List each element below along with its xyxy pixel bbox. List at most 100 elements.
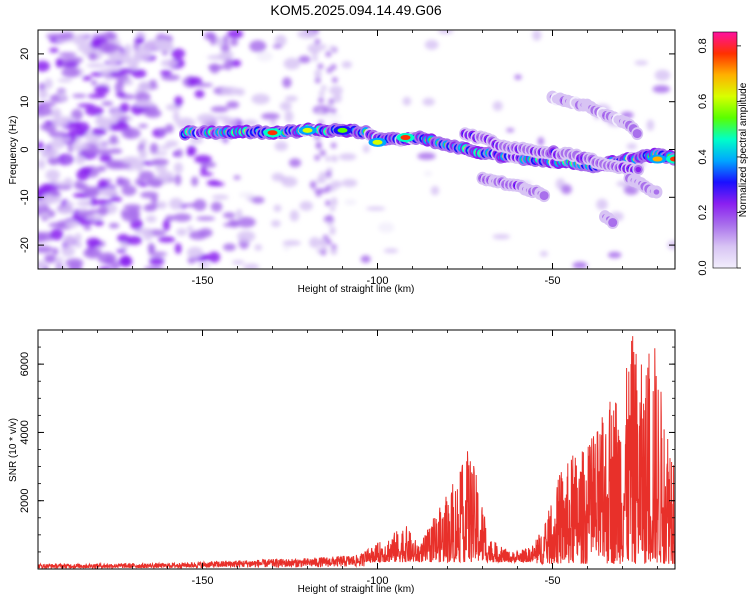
spectrogram-y-label: Frequency (Hz) (8, 116, 19, 185)
heatmap-cell (101, 101, 114, 106)
heatmap-cell (331, 155, 338, 162)
heatmap-cell (86, 214, 104, 221)
heatmap-cell (66, 220, 79, 228)
heatmap-cell (191, 176, 199, 187)
heatmap-cell (273, 204, 282, 212)
heatmap-cell (107, 59, 118, 65)
heatmap-cell (607, 251, 622, 259)
heatmap-cell (120, 255, 132, 267)
heatmap-cell (135, 161, 144, 173)
heatmap-cell (160, 70, 172, 76)
heatmap-cell (105, 160, 122, 169)
heatmap-cell (196, 113, 217, 124)
heatmap-cell (325, 155, 332, 162)
heatmap-cell (327, 220, 334, 227)
heatmap-cell (83, 247, 102, 259)
heatmap-peak (267, 130, 278, 136)
heatmap-cell (187, 225, 194, 232)
heatmap-cell (402, 96, 412, 106)
snr-ticks: -150 -100 -50 2000 4000 6000 (19, 330, 675, 587)
heatmap-cell (134, 32, 147, 38)
heatmap-cell (274, 34, 287, 47)
heatmap-cell (119, 102, 130, 113)
heatmap-cell (148, 257, 165, 266)
heatmap-cell (196, 216, 216, 221)
heatmap-cell (222, 117, 238, 127)
heatmap-cell (309, 236, 321, 248)
heatmap-cell (48, 222, 65, 228)
heatmap-cell (174, 174, 182, 186)
heatmap-cell (63, 62, 80, 67)
heatmap-cell (193, 198, 207, 211)
heatmap-cell (114, 81, 124, 93)
heatmap-cell (147, 242, 155, 255)
heatmap-cell (117, 233, 130, 243)
heatmap-cell (362, 144, 370, 153)
heatmap-cell (283, 57, 301, 70)
snr-x-tick-label: -50 (545, 575, 561, 587)
heatmap-cell (186, 149, 194, 157)
heatmap-cell (40, 123, 50, 131)
heatmap-cell (108, 148, 123, 154)
heatmap-cell (87, 93, 107, 99)
heatmap-cell (514, 74, 522, 80)
colorbar-tick-label: 0.6 (697, 94, 709, 109)
heatmap-cell (194, 82, 214, 88)
heatmap-cell (145, 215, 157, 223)
heatmap-cell (360, 255, 371, 264)
heatmap-cell (330, 142, 337, 149)
heatmap-cell (72, 93, 87, 98)
heatmap-cell (261, 112, 280, 120)
heatmap-cell (53, 181, 73, 187)
heatmap-cell (311, 49, 318, 56)
heatmap-cell (539, 250, 549, 257)
snr-x-tick-label: -100 (366, 575, 388, 587)
heatmap-cell (626, 143, 638, 150)
colorbar-label: Normalized spectral amplitude (738, 82, 749, 217)
heatmap-cell (176, 228, 188, 237)
heatmap-cell (72, 33, 89, 46)
heatmap-cell (135, 91, 151, 103)
heatmap-cell (144, 108, 162, 118)
heatmap-cell (58, 32, 74, 40)
heatmap-cell (97, 252, 117, 265)
heatmap-cell (45, 33, 64, 39)
heatmap-cell (90, 80, 98, 86)
heatmap-cell (63, 156, 73, 163)
heatmap-cell (541, 192, 547, 199)
heatmap-cell (417, 152, 436, 160)
heatmap-cell (316, 177, 323, 184)
heatmap-cell (297, 30, 317, 39)
snr-y-tick-label: 2000 (19, 488, 31, 512)
heatmap-cell (378, 222, 395, 233)
heatmap-cell (210, 106, 229, 113)
heatmap-cell (307, 43, 323, 54)
heatmap-cell (162, 219, 171, 231)
heatmap-noise (38, 30, 675, 269)
heatmap-cell (635, 166, 642, 173)
heatmap-cell (98, 41, 118, 54)
heatmap-cell (318, 97, 325, 104)
heatmap-cell (74, 241, 83, 248)
heatmap-cell (282, 240, 301, 246)
heatmap-cell (325, 239, 332, 246)
heatmap-cell (48, 140, 66, 150)
heatmap-cell (157, 201, 167, 209)
heatmap-cell (55, 57, 63, 68)
heatmap-cell (330, 185, 337, 192)
heatmap-cell (175, 148, 183, 158)
heatmap-cell (165, 123, 174, 134)
heatmap-cell (383, 248, 399, 254)
heatmap-cell (90, 197, 97, 207)
heatmap-cell (110, 121, 130, 132)
heatmap-cell (634, 60, 649, 66)
heatmap-cell (653, 189, 660, 195)
heatmap-cell (86, 237, 101, 248)
heatmap-cell (226, 101, 240, 109)
heatmap-cell (423, 170, 433, 177)
heatmap-cell (173, 110, 180, 123)
heatmap-cell (537, 137, 544, 146)
heatmap-cell (77, 103, 95, 108)
colorbar-gradient (712, 31, 738, 269)
